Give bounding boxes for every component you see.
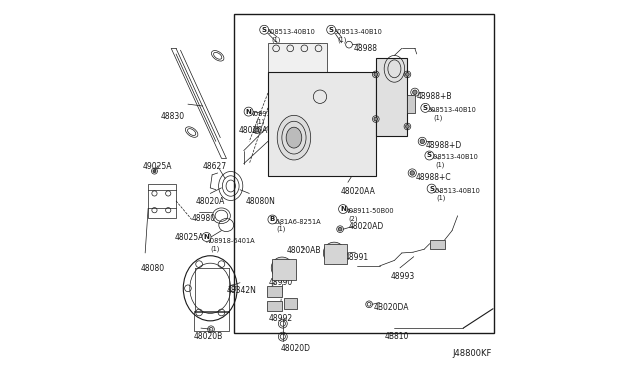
Text: N08911-50B00: N08911-50B00 bbox=[344, 208, 394, 214]
Text: 48080N: 48080N bbox=[246, 197, 275, 206]
Text: S08513-40B10: S08513-40B10 bbox=[430, 154, 479, 160]
Text: S08513-40B10: S08513-40B10 bbox=[431, 188, 481, 194]
Text: 48020AD: 48020AD bbox=[349, 222, 384, 231]
Circle shape bbox=[255, 128, 259, 132]
Bar bbox=[234, 14, 494, 333]
Bar bbox=[406, 95, 415, 113]
Text: B: B bbox=[269, 217, 275, 222]
Circle shape bbox=[153, 170, 156, 173]
Text: 48020A: 48020A bbox=[195, 197, 225, 206]
Bar bbox=[324, 244, 347, 264]
Circle shape bbox=[406, 125, 410, 128]
Circle shape bbox=[427, 184, 436, 193]
Bar bbox=[376, 58, 408, 136]
Text: (2): (2) bbox=[348, 215, 357, 222]
Text: 48992: 48992 bbox=[269, 314, 293, 323]
Text: 48988: 48988 bbox=[353, 44, 378, 53]
Text: 48988+D: 48988+D bbox=[425, 141, 461, 150]
Circle shape bbox=[260, 25, 269, 34]
Text: 48025A: 48025A bbox=[174, 232, 204, 241]
Text: 48991: 48991 bbox=[344, 253, 368, 262]
Circle shape bbox=[425, 151, 434, 160]
Text: 48988+A: 48988+A bbox=[291, 80, 326, 89]
Circle shape bbox=[244, 107, 253, 116]
Text: 48020AC: 48020AC bbox=[239, 126, 273, 135]
Circle shape bbox=[268, 215, 277, 224]
Text: 48990: 48990 bbox=[269, 278, 293, 287]
Text: S08513-40B10: S08513-40B10 bbox=[428, 107, 477, 113]
Bar bbox=[267, 301, 282, 311]
Text: 48080: 48080 bbox=[141, 264, 165, 273]
Text: (1): (1) bbox=[211, 246, 220, 252]
Text: 48988+C: 48988+C bbox=[415, 173, 451, 182]
Text: (1): (1) bbox=[435, 161, 445, 168]
Text: 4B810: 4B810 bbox=[385, 332, 410, 341]
Text: N: N bbox=[246, 109, 252, 115]
Text: B081A6-8251A: B081A6-8251A bbox=[271, 219, 321, 225]
Text: (1): (1) bbox=[255, 118, 264, 125]
Circle shape bbox=[410, 171, 415, 175]
Circle shape bbox=[420, 139, 424, 144]
Text: N08911-34000: N08911-34000 bbox=[250, 111, 299, 117]
Text: (1): (1) bbox=[276, 226, 285, 232]
Text: 48993: 48993 bbox=[390, 272, 415, 280]
Text: 48342N: 48342N bbox=[227, 286, 257, 295]
Text: 48830: 48830 bbox=[161, 112, 185, 121]
Circle shape bbox=[406, 73, 410, 76]
Text: (1): (1) bbox=[433, 114, 442, 121]
Circle shape bbox=[339, 205, 348, 214]
Text: S: S bbox=[429, 186, 434, 192]
Text: 48627: 48627 bbox=[203, 162, 227, 171]
Text: N: N bbox=[204, 234, 209, 240]
Text: 48020AA: 48020AA bbox=[340, 187, 375, 196]
Text: 48980: 48980 bbox=[191, 214, 216, 223]
Circle shape bbox=[338, 227, 342, 231]
Text: (1): (1) bbox=[271, 36, 281, 42]
Text: S08513-40B10: S08513-40B10 bbox=[266, 29, 316, 35]
Bar bbox=[267, 286, 282, 297]
Ellipse shape bbox=[286, 127, 302, 148]
Text: 48020B: 48020B bbox=[193, 332, 223, 341]
Bar bbox=[268, 43, 328, 72]
Ellipse shape bbox=[271, 257, 293, 279]
Bar bbox=[193, 311, 229, 331]
Bar bbox=[429, 240, 445, 249]
Bar bbox=[268, 72, 376, 176]
Text: (1): (1) bbox=[437, 195, 446, 201]
Bar bbox=[148, 184, 176, 218]
Text: N08918-6401A: N08918-6401A bbox=[206, 238, 255, 244]
Circle shape bbox=[202, 232, 211, 241]
Text: S: S bbox=[427, 153, 432, 158]
Text: (1): (1) bbox=[338, 36, 348, 42]
Circle shape bbox=[374, 117, 378, 121]
Text: S: S bbox=[423, 105, 428, 111]
Ellipse shape bbox=[323, 242, 345, 264]
Bar bbox=[284, 298, 297, 309]
Text: S: S bbox=[329, 27, 333, 33]
Text: S: S bbox=[262, 27, 267, 33]
Text: 48020AB: 48020AB bbox=[287, 246, 321, 254]
Text: N: N bbox=[340, 206, 346, 212]
Text: 4B020DA: 4B020DA bbox=[374, 303, 410, 312]
Text: J48800KF: J48800KF bbox=[453, 349, 492, 358]
Circle shape bbox=[326, 25, 335, 34]
Text: S08513-40B10: S08513-40B10 bbox=[333, 29, 382, 35]
Bar bbox=[271, 259, 296, 280]
Text: 48988+B: 48988+B bbox=[417, 92, 452, 101]
Circle shape bbox=[421, 103, 429, 112]
Ellipse shape bbox=[277, 115, 310, 160]
Circle shape bbox=[413, 90, 417, 94]
Text: 49025A: 49025A bbox=[142, 162, 172, 171]
Circle shape bbox=[374, 73, 378, 76]
Text: 48020D: 48020D bbox=[281, 344, 311, 353]
